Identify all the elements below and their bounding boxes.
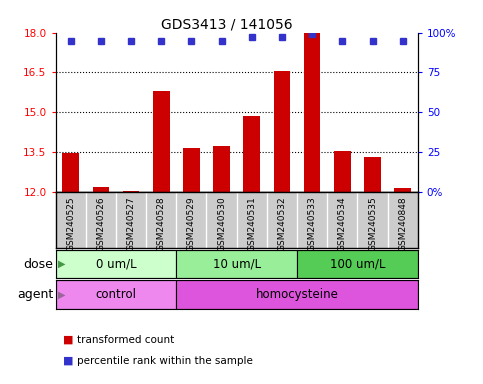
Text: transformed count: transformed count bbox=[77, 335, 174, 345]
Text: GSM240526: GSM240526 bbox=[96, 197, 105, 251]
Text: agent: agent bbox=[17, 288, 53, 301]
Bar bbox=[274, 71, 290, 192]
Bar bbox=[304, 12, 320, 192]
Text: GDS3413 / 141056: GDS3413 / 141056 bbox=[161, 17, 293, 31]
Bar bbox=[213, 146, 230, 192]
Text: homocysteine: homocysteine bbox=[256, 288, 339, 301]
Bar bbox=[62, 154, 79, 192]
Bar bbox=[183, 148, 199, 192]
Bar bbox=[334, 151, 351, 192]
Bar bbox=[176, 280, 418, 309]
Text: GSM240535: GSM240535 bbox=[368, 197, 377, 251]
Text: GSM240528: GSM240528 bbox=[156, 197, 166, 251]
Text: GSM240525: GSM240525 bbox=[66, 197, 75, 251]
Text: GSM240532: GSM240532 bbox=[277, 197, 286, 251]
Text: ▶: ▶ bbox=[58, 290, 66, 300]
Bar bbox=[56, 250, 176, 278]
Text: 100 um/L: 100 um/L bbox=[330, 258, 385, 270]
Text: ▶: ▶ bbox=[58, 259, 66, 269]
Text: GSM240529: GSM240529 bbox=[187, 197, 196, 251]
Text: ■: ■ bbox=[63, 356, 73, 366]
Bar bbox=[93, 187, 109, 192]
Bar bbox=[176, 250, 297, 278]
Bar bbox=[153, 91, 170, 192]
Text: GSM240530: GSM240530 bbox=[217, 197, 226, 251]
Text: GSM240534: GSM240534 bbox=[338, 197, 347, 251]
Bar bbox=[243, 116, 260, 192]
Text: ■: ■ bbox=[63, 335, 73, 345]
Bar bbox=[364, 157, 381, 192]
Text: GSM240533: GSM240533 bbox=[308, 197, 317, 251]
Text: GSM240531: GSM240531 bbox=[247, 197, 256, 251]
Bar bbox=[297, 250, 418, 278]
Bar bbox=[123, 191, 139, 192]
Text: percentile rank within the sample: percentile rank within the sample bbox=[77, 356, 253, 366]
Bar bbox=[56, 280, 176, 309]
Text: control: control bbox=[96, 288, 136, 301]
Text: GSM240848: GSM240848 bbox=[398, 197, 407, 251]
Text: dose: dose bbox=[23, 258, 53, 270]
Bar bbox=[395, 188, 411, 192]
Text: 10 um/L: 10 um/L bbox=[213, 258, 261, 270]
Text: GSM240527: GSM240527 bbox=[127, 197, 136, 251]
Text: 0 um/L: 0 um/L bbox=[96, 258, 136, 270]
